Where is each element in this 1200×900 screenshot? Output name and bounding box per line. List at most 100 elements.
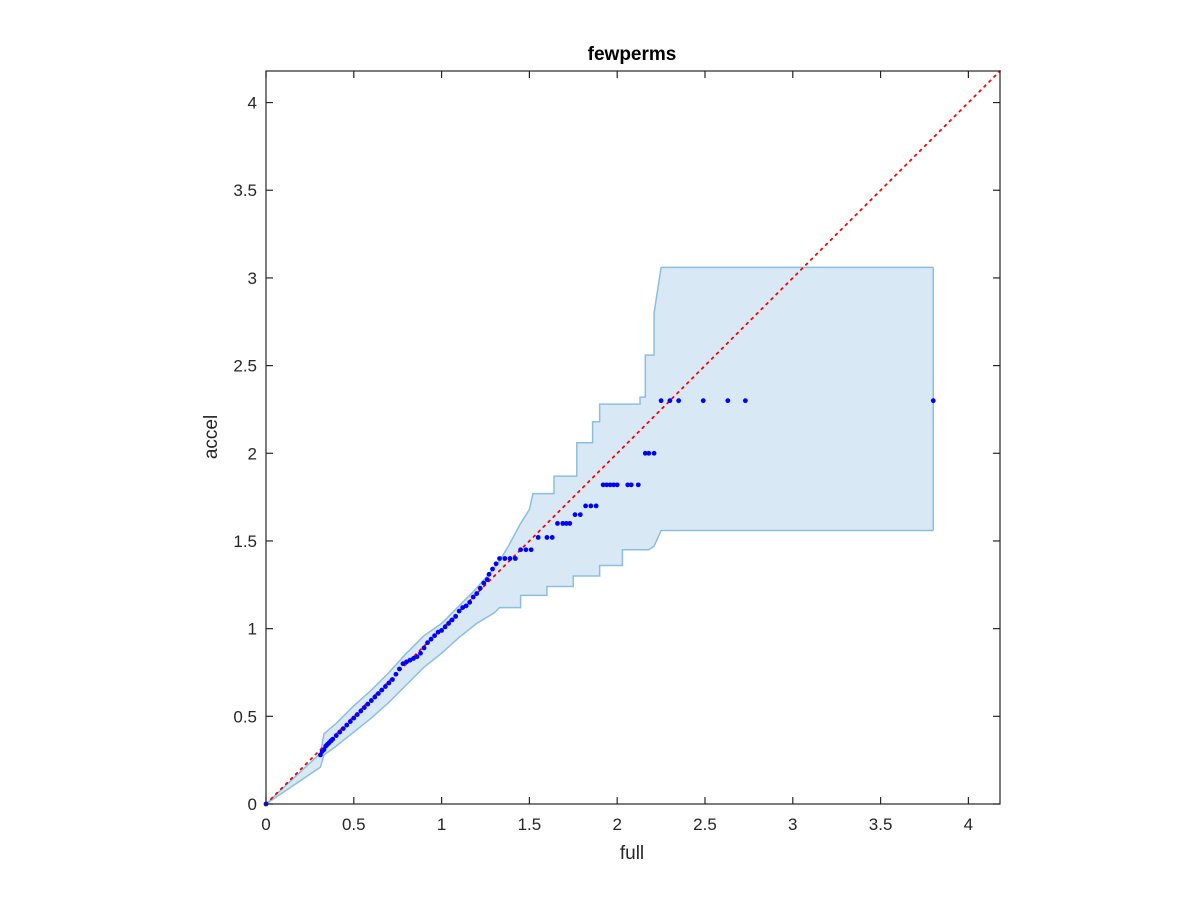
points-layer (263, 398, 936, 807)
data-point (428, 636, 434, 642)
data-point (676, 398, 682, 404)
x-axis-label: full (620, 843, 644, 864)
data-point (337, 729, 343, 735)
data-point (470, 594, 476, 600)
data-point (333, 733, 339, 739)
data-point (340, 726, 346, 731)
data-point (421, 645, 427, 651)
y-tick-label: 0 (248, 795, 257, 814)
data-point (560, 521, 566, 526)
x-tick-label: 0 (261, 815, 270, 834)
axes-box (265, 70, 1001, 805)
y-axis-label: accel (201, 415, 222, 459)
data-point (375, 691, 381, 696)
data-point (397, 666, 402, 672)
data-point (628, 482, 634, 488)
data-point (700, 398, 706, 404)
y-tick-label: 1.5 (233, 532, 257, 551)
data-point (549, 535, 555, 540)
data-point (393, 671, 399, 677)
data-point (512, 556, 518, 561)
data-point (593, 503, 599, 509)
data-point (372, 694, 378, 700)
data-point (588, 503, 594, 509)
data-point (604, 482, 610, 488)
data-point (474, 591, 480, 596)
x-tick-label: 2 (612, 815, 621, 834)
data-point (330, 736, 336, 742)
data-point (486, 571, 492, 577)
data-point (351, 715, 357, 721)
band-upper-edge (265, 266, 934, 805)
y-tick-labels: 0 0.5 1 1.5 2 2.5 3 3.5 4 (233, 94, 257, 814)
data-point (611, 482, 617, 488)
x-tick-label: 1 (437, 815, 446, 834)
y-tick-label: 2 (248, 444, 257, 463)
chart-title: fewperms (588, 44, 677, 65)
x-tick-label: 3 (788, 815, 797, 834)
data-point (493, 561, 499, 567)
data-point (379, 687, 385, 693)
data-point (477, 585, 483, 591)
data-point (635, 482, 641, 488)
data-point (642, 450, 648, 456)
x-tick-labels: 0 0.5 1 1.5 2 2.5 3 3.5 4 (261, 815, 973, 834)
data-point (442, 624, 448, 630)
data-point (467, 599, 473, 605)
data-point (528, 547, 534, 553)
data-point (607, 482, 613, 488)
x-tick-label: 3.5 (869, 815, 893, 834)
data-point (544, 535, 550, 540)
y-tick-label: 3.5 (233, 181, 257, 200)
data-point (463, 603, 469, 609)
data-point (555, 521, 560, 526)
reference-line (265, 70, 1001, 805)
data-point (535, 535, 541, 540)
data-point (497, 556, 502, 561)
y-tick-label: 4 (248, 94, 257, 113)
data-point (439, 627, 444, 633)
reference-line-layer (265, 70, 1001, 805)
data-point (930, 398, 936, 404)
data-point (414, 654, 420, 660)
data-point (484, 577, 490, 582)
data-point (583, 503, 588, 509)
data-point (368, 698, 374, 703)
axes-layer (265, 70, 1001, 805)
data-point (614, 482, 620, 488)
data-point (418, 650, 423, 656)
x-tick-label: 1.5 (518, 815, 542, 834)
data-point (572, 512, 578, 518)
y-tick-label: 2.5 (233, 357, 257, 376)
data-point (347, 719, 353, 724)
x-tick-label: 2.5 (693, 815, 717, 834)
data-point (651, 450, 657, 456)
data-point (667, 398, 673, 404)
x-tick-label: 4 (964, 815, 973, 834)
data-point (432, 633, 437, 639)
y-tick-label: 1 (248, 620, 257, 639)
data-point (361, 705, 367, 710)
data-point (354, 712, 360, 717)
data-point (446, 620, 452, 626)
data-point (344, 722, 350, 728)
data-point (453, 613, 459, 619)
data-point (523, 547, 529, 553)
data-point (481, 580, 487, 586)
data-point (518, 547, 524, 553)
data-point (490, 566, 495, 572)
data-point (456, 608, 462, 614)
data-point (358, 708, 364, 714)
data-point (567, 521, 573, 526)
data-point (577, 512, 583, 518)
data-point (386, 680, 392, 686)
data-point (365, 701, 371, 707)
band-area (266, 267, 934, 804)
data-point (600, 482, 606, 488)
data-point (502, 556, 508, 561)
data-point (383, 684, 388, 689)
data-point (658, 398, 664, 404)
data-point (390, 677, 395, 682)
data-point (425, 640, 430, 646)
